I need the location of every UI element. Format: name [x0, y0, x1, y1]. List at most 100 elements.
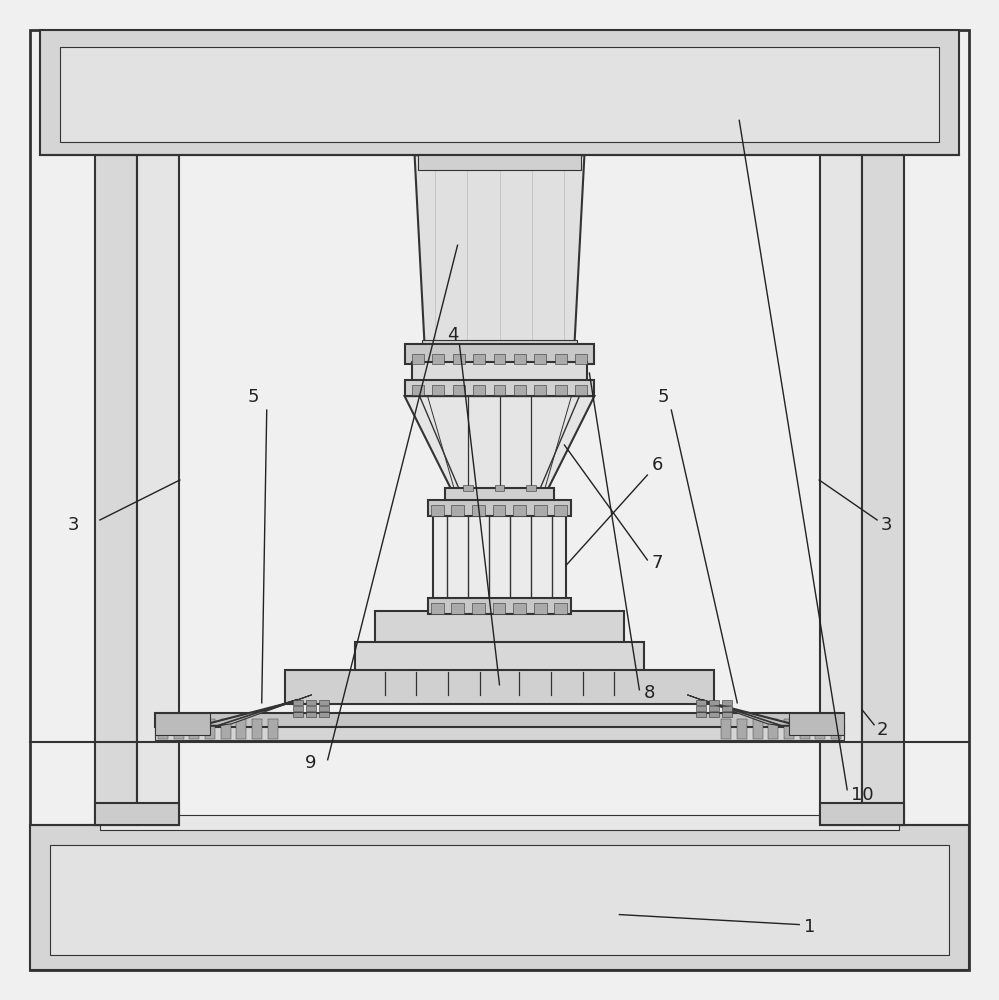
Bar: [575, 354, 587, 364]
Bar: [319, 706, 329, 711]
Bar: [534, 385, 546, 395]
Bar: [174, 719, 184, 739]
Bar: [820, 155, 862, 825]
Bar: [445, 488, 554, 502]
Bar: [432, 354, 444, 364]
Bar: [554, 603, 567, 614]
Bar: [722, 706, 732, 711]
Bar: [493, 505, 505, 516]
Bar: [405, 344, 594, 364]
Bar: [721, 719, 731, 739]
Bar: [189, 719, 199, 739]
Bar: [237, 719, 247, 739]
Bar: [474, 354, 486, 364]
Bar: [696, 706, 706, 711]
Bar: [158, 719, 168, 739]
Bar: [422, 340, 577, 352]
Text: 8: 8: [643, 684, 654, 702]
Bar: [737, 719, 747, 739]
Bar: [319, 700, 329, 705]
Bar: [268, 719, 278, 739]
Bar: [100, 815, 899, 830]
Bar: [375, 611, 624, 645]
Bar: [513, 603, 526, 614]
Bar: [575, 385, 587, 395]
Bar: [40, 30, 959, 155]
Bar: [494, 385, 505, 395]
Polygon shape: [687, 695, 781, 726]
Bar: [405, 380, 594, 396]
Bar: [205, 719, 215, 739]
Text: 2: 2: [877, 721, 889, 739]
Bar: [412, 362, 587, 382]
Bar: [418, 155, 581, 170]
Bar: [554, 505, 567, 516]
Bar: [533, 603, 546, 614]
Bar: [784, 719, 794, 739]
Bar: [472, 505, 485, 516]
Bar: [95, 155, 137, 825]
Bar: [555, 385, 567, 395]
Bar: [306, 706, 316, 711]
Text: 5: 5: [248, 388, 260, 406]
Bar: [709, 700, 719, 705]
Bar: [526, 485, 536, 491]
Bar: [789, 713, 844, 735]
Bar: [306, 700, 316, 705]
Bar: [95, 803, 179, 825]
Bar: [555, 354, 567, 364]
Text: 3: 3: [68, 516, 80, 534]
Bar: [306, 712, 316, 717]
Bar: [709, 706, 719, 711]
Bar: [432, 385, 444, 395]
Text: 7: 7: [651, 554, 663, 572]
Bar: [862, 155, 904, 825]
Bar: [355, 642, 644, 672]
Bar: [831, 719, 841, 739]
Bar: [453, 385, 465, 395]
Bar: [463, 485, 473, 491]
Bar: [155, 725, 844, 740]
Bar: [428, 500, 571, 516]
Bar: [412, 385, 424, 395]
Bar: [285, 670, 714, 704]
Bar: [800, 719, 810, 739]
Bar: [50, 845, 949, 955]
Bar: [137, 155, 179, 825]
Bar: [820, 803, 904, 825]
Bar: [709, 712, 719, 717]
Polygon shape: [218, 695, 312, 726]
Bar: [513, 385, 526, 395]
Bar: [30, 825, 969, 970]
Bar: [293, 706, 303, 711]
Bar: [493, 603, 505, 614]
Text: 4: 4: [448, 326, 460, 344]
Bar: [155, 713, 844, 727]
Bar: [319, 712, 329, 717]
Bar: [495, 485, 504, 491]
Bar: [534, 354, 546, 364]
Bar: [513, 505, 526, 516]
Bar: [752, 719, 762, 739]
Bar: [155, 713, 210, 735]
Bar: [474, 385, 486, 395]
Polygon shape: [701, 700, 799, 726]
Bar: [293, 712, 303, 717]
Text: 3: 3: [881, 516, 893, 534]
Text: 10: 10: [851, 786, 874, 804]
Bar: [60, 47, 939, 142]
Text: 9: 9: [305, 754, 317, 772]
Bar: [431, 505, 444, 516]
Bar: [433, 514, 566, 612]
Bar: [221, 719, 231, 739]
Bar: [252, 719, 262, 739]
Bar: [453, 354, 465, 364]
Bar: [452, 505, 465, 516]
Bar: [431, 603, 444, 614]
Text: 1: 1: [804, 918, 815, 936]
Bar: [472, 603, 485, 614]
Bar: [428, 598, 571, 614]
Polygon shape: [405, 396, 594, 490]
Bar: [513, 354, 526, 364]
Polygon shape: [415, 155, 584, 345]
